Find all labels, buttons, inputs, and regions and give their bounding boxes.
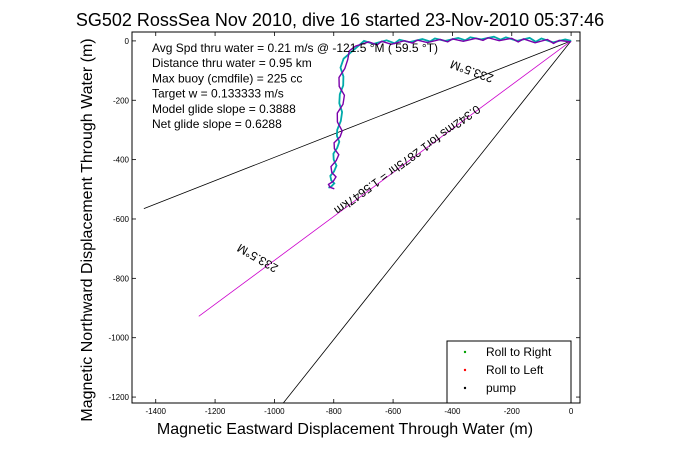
legend-marker bbox=[463, 368, 467, 372]
x-tick-label: -200 bbox=[504, 407, 521, 416]
x-tick-label: -800 bbox=[326, 407, 343, 416]
x-tick-label: -400 bbox=[444, 407, 461, 416]
legend-box bbox=[446, 340, 572, 404]
y-axis-ticks: 0 -200 -400 -600 -800 -1000 -1200 bbox=[109, 37, 580, 402]
x-tick-label: 0 bbox=[569, 407, 574, 416]
legend-label: Roll to Right bbox=[486, 345, 552, 359]
reference-lines bbox=[143, 40, 572, 404]
x-axis-ticks: -1400 -1200 -1000 -800 -600 -400 -200 0 bbox=[146, 32, 574, 416]
y-tick-label: -200 bbox=[113, 96, 130, 105]
reference-line bbox=[198, 40, 572, 317]
y-tick-label: -600 bbox=[113, 215, 130, 224]
annotation-line: Target w = 0.133333 m/s bbox=[152, 87, 284, 101]
x-tick-label: -1200 bbox=[205, 407, 226, 416]
y-tick-label: -400 bbox=[113, 156, 130, 165]
y-tick-label: -1200 bbox=[109, 393, 130, 402]
dive-track bbox=[327, 35, 572, 190]
y-tick-label: -1000 bbox=[109, 334, 130, 343]
legend: Roll to Right Roll to Left pump bbox=[446, 340, 572, 404]
x-tick-label: -1000 bbox=[264, 407, 285, 416]
x-tick-label: -1400 bbox=[146, 407, 167, 416]
annotation-line: Distance thru water = 0.95 km bbox=[152, 56, 312, 70]
legend-marker bbox=[463, 350, 467, 354]
annotation-line: Net glide slope = 0.6288 bbox=[152, 117, 282, 131]
annotation-block: Avg Spd thru water = 0.21 m/s @ -121.5 °… bbox=[152, 41, 438, 131]
legend-marker bbox=[463, 386, 467, 390]
legend-label: Roll to Left bbox=[486, 363, 544, 377]
chart-title: SG502 RossSea Nov 2010, dive 16 started … bbox=[76, 10, 604, 30]
y-axis-label: Magnetic Northward Displacement Through … bbox=[79, 38, 96, 421]
track-line-cyan bbox=[328, 35, 572, 189]
x-axis-label: Magnetic Eastward Displacement Through W… bbox=[157, 421, 533, 438]
legend-label: pump bbox=[486, 381, 516, 395]
annotation-line: Model glide slope = 0.3888 bbox=[152, 102, 296, 116]
plot-area: 233.5°M0.342ms for1 2875hr = 1.5647km233… bbox=[109, 31, 581, 416]
annotation-line: Avg Spd thru water = 0.21 m/s @ -121.5 °… bbox=[152, 41, 438, 55]
track-line-purple bbox=[327, 36, 572, 190]
y-tick-label: 0 bbox=[125, 37, 130, 46]
y-tick-label: -800 bbox=[113, 274, 130, 283]
reference-line bbox=[282, 40, 572, 404]
reference-line bbox=[143, 40, 572, 209]
x-tick-label: -600 bbox=[385, 407, 402, 416]
annotation-line: Max buoy (cmdfile) = 225 cc bbox=[152, 71, 302, 85]
